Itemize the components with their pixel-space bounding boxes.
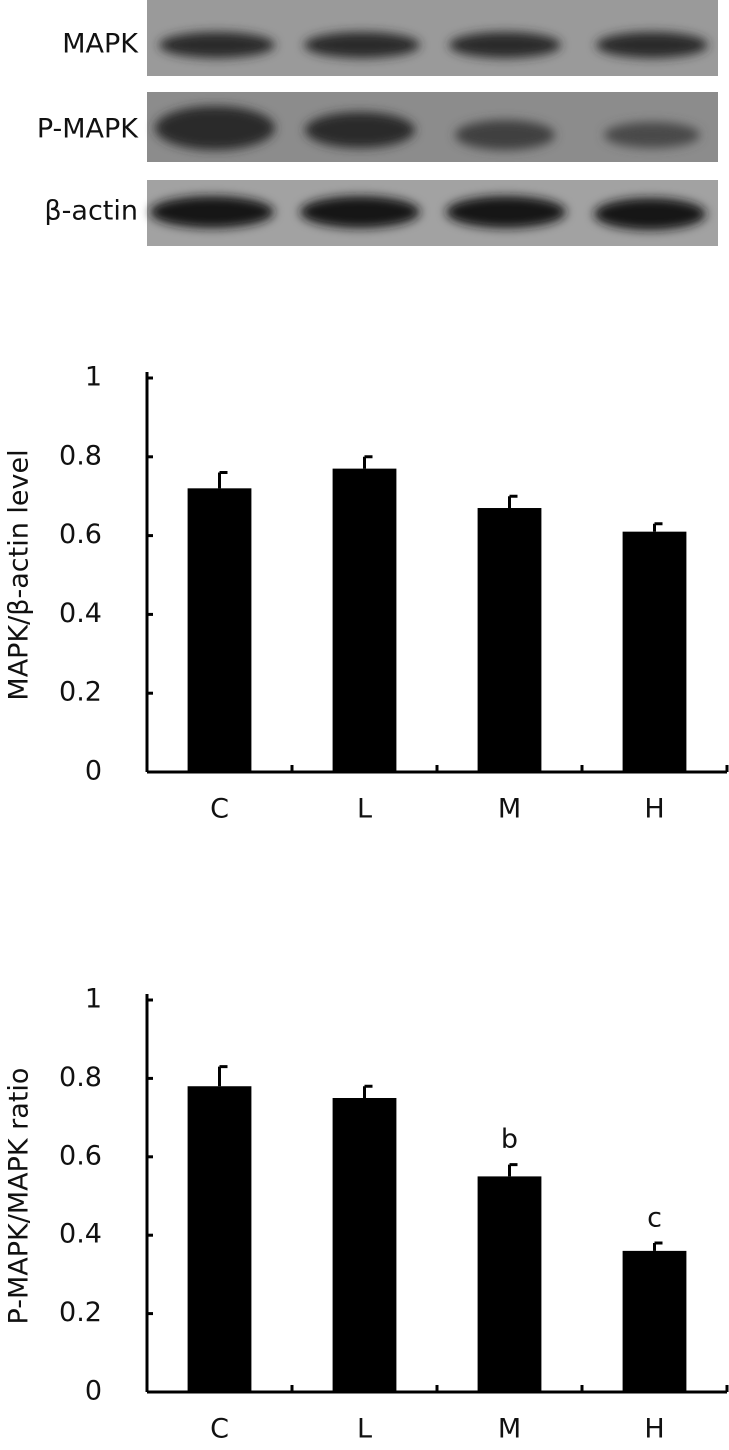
x-tick-label: M [498,794,521,825]
bar [622,531,687,772]
bar [187,1086,252,1392]
bar [622,1250,687,1392]
error-bar [363,1084,373,1098]
band [155,106,275,150]
significance-label: b [501,1124,518,1155]
error-bar [653,1241,663,1251]
band [159,32,275,58]
band [596,32,708,58]
x-tick-label: H [644,1414,664,1445]
blot-label: MAPK [62,29,139,60]
error-bar [363,455,373,469]
band [150,196,274,228]
y-tick-label: 0.8 [59,1062,102,1093]
error-bar [218,1065,228,1087]
band [305,112,415,148]
x-tick-label: M [498,1414,521,1445]
blot-label: β-actin [44,196,138,227]
band [446,196,566,228]
error-bar [508,1163,518,1177]
y-tick-label: 0.4 [59,1219,102,1250]
error-bar [218,471,228,489]
y-axis-title: MAPK/β-actin level [4,449,35,700]
y-tick-label: 0.8 [59,440,102,471]
y-tick-label: 1 [85,984,102,1015]
error-bar [653,522,663,532]
blot-label: P-MAPK [37,114,139,145]
band [449,32,561,58]
bar [332,1098,397,1392]
bar [477,1176,542,1392]
x-tick-label: H [644,794,664,825]
y-tick-label: 0.2 [59,1297,102,1328]
y-axis-title: P-MAPK/MAPK ratio [4,1068,35,1325]
x-tick-label: L [357,794,372,825]
x-tick-label: C [210,1414,229,1445]
band [594,198,706,230]
band [304,32,420,58]
y-tick-label: 0.2 [59,677,102,708]
western-blot: MAPK P-MAPK β-actin [37,0,718,246]
error-bar [508,494,518,509]
bar [332,468,397,772]
band [300,196,420,228]
band [455,120,555,150]
y-tick-label: 0 [85,1376,102,1407]
y-tick-label: 0.6 [59,1140,102,1171]
x-tick-label: C [210,794,229,825]
significance-label: c [647,1203,662,1234]
bar [187,488,252,772]
x-tick-label: L [357,1414,372,1445]
y-tick-label: 1 [85,362,102,393]
y-tick-label: 0.6 [59,519,102,550]
band [604,122,700,148]
y-tick-label: 0 [85,756,102,787]
y-tick-label: 0.4 [59,598,102,629]
bar [477,508,542,772]
